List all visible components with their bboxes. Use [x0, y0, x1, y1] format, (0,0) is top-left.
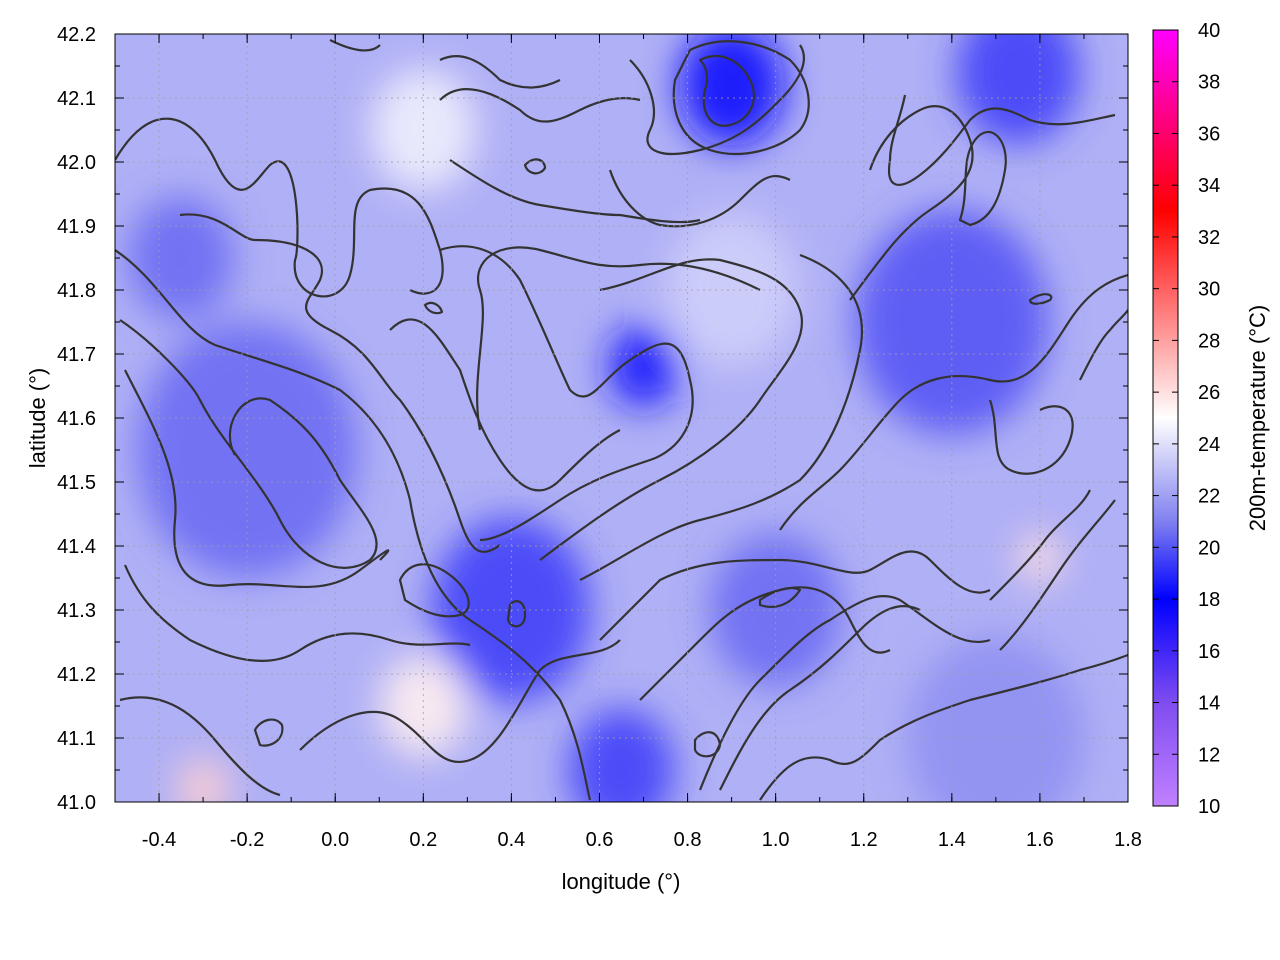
contour-line	[439, 245, 694, 542]
contour-line	[389, 318, 621, 492]
colorbar-tick-labels: 10 12 14 16 18 20 22 24 26 28 30 32 34 36 38 40	[1198, 20, 1220, 818]
colorbar-tick-label: 12	[1198, 744, 1220, 766]
contour-line	[988, 399, 1074, 475]
contour-line	[115, 249, 592, 801]
colorbar-tick-label: 28	[1198, 330, 1220, 352]
field-region	[568, 708, 675, 802]
contour-line	[779, 273, 1128, 531]
y-tick-label: 41.4	[57, 536, 96, 558]
y-tick-labels: 41.0 41.1 41.2 41.3 41.4 41.5 41.6 41.7 41.8 41.9…	[57, 24, 96, 814]
y-tick-label: 41.9	[57, 216, 96, 238]
contour-line	[599, 550, 991, 641]
field-region	[128, 196, 234, 320]
y-tick-label: 41.5	[57, 472, 96, 494]
y-tick-label: 42.2	[57, 24, 96, 46]
contour-line	[758, 586, 802, 608]
y-tick-label: 41.0	[57, 792, 96, 814]
colorbar-tick-label: 10	[1198, 796, 1220, 818]
y-tick-label: 41.7	[57, 344, 96, 366]
colorbar-tick-label: 16	[1198, 641, 1220, 663]
field-region	[608, 325, 679, 408]
field-region	[665, 213, 798, 367]
contour-line	[439, 88, 641, 123]
terrain-contours	[115, 39, 1128, 801]
contour-line	[299, 639, 621, 763]
colorbar-tick-label: 24	[1198, 434, 1220, 456]
contour-line	[115, 117, 444, 298]
contour-line	[579, 253, 863, 581]
colorbar-tick-label: 22	[1198, 486, 1220, 508]
contour-line	[119, 696, 281, 797]
colorbar-tick-label: 20	[1198, 537, 1220, 559]
colorbar	[1152, 29, 1179, 807]
y-tick-label: 41.6	[57, 408, 96, 430]
contour-line	[423, 301, 444, 315]
x-tick-labels: -0.4 -0.2 0.0 0.2 0.4 0.6 0.8 1.0 1.2 1.4 1.6 1.8	[142, 829, 1142, 851]
colorbar-ticks	[1153, 29, 1178, 807]
x-tick-label: 0.0	[321, 829, 349, 851]
colorbar-tick-label: 38	[1198, 72, 1220, 94]
y-tick-label: 42.0	[57, 152, 96, 174]
colorbar-tick-label: 18	[1198, 589, 1220, 611]
contour-line	[608, 169, 791, 228]
contour-line	[119, 319, 378, 569]
colorbar-tick-label: 34	[1198, 175, 1220, 197]
contour-line	[124, 369, 390, 589]
contour-line	[506, 600, 527, 628]
x-tick-label: -0.2	[230, 829, 264, 851]
colorbar-title: 200m-temperature (°C)	[1245, 305, 1270, 531]
colorbar-tick-label: 30	[1198, 279, 1220, 301]
colorbar-tick-label: 32	[1198, 227, 1220, 249]
contour-line	[698, 55, 755, 127]
y-tick-label: 41.2	[57, 664, 96, 686]
contour-line	[719, 605, 921, 791]
colorbar-tick-label: 14	[1198, 693, 1220, 715]
contour-line	[523, 158, 547, 175]
x-tick-label: 0.2	[409, 829, 437, 851]
y-tick-label: 41.8	[57, 280, 96, 302]
x-tick-label: 0.8	[674, 829, 702, 851]
x-tick-label: 1.4	[938, 829, 966, 851]
x-tick-label: 1.8	[1114, 829, 1142, 851]
y-tick-label: 41.3	[57, 600, 96, 622]
temperature-field	[115, 34, 1128, 802]
colorbar-tick-label: 40	[1198, 20, 1220, 42]
contour-line	[179, 213, 501, 553]
field-region	[678, 34, 785, 147]
contour-line	[398, 563, 470, 618]
y-axis-title: latitude (°)	[25, 368, 50, 469]
contour-line	[989, 489, 1091, 601]
contour-line	[958, 130, 1007, 227]
contour-line	[629, 44, 805, 155]
contour-line	[999, 499, 1116, 651]
x-tick-label: 1.0	[762, 829, 790, 851]
contour-line	[539, 258, 803, 561]
colorbar-tick-label: 26	[1198, 382, 1220, 404]
contour-line	[449, 159, 701, 224]
contour-line	[1079, 309, 1128, 381]
contour-line	[672, 40, 810, 156]
x-tick-label: 0.4	[497, 829, 525, 851]
axis-ticks	[114, 33, 1129, 803]
contour-line	[253, 718, 284, 747]
y-tick-label: 41.1	[57, 728, 96, 750]
x-tick-label: 1.2	[850, 829, 878, 851]
colorbar-tick-label: 36	[1198, 123, 1220, 145]
x-axis-title: longitude (°)	[562, 869, 681, 894]
field-region	[956, 34, 1080, 145]
x-tick-label: 0.6	[586, 829, 614, 851]
contour-line	[439, 55, 561, 89]
contour-line	[123, 564, 471, 662]
contour-line	[759, 653, 1128, 801]
contour-line	[887, 94, 1116, 186]
contour-line	[698, 595, 991, 791]
y-tick-label: 42.1	[57, 88, 96, 110]
contour-line	[1028, 293, 1053, 305]
field-region	[176, 758, 230, 802]
x-tick-label: -0.4	[142, 829, 176, 851]
x-tick-label: 1.6	[1026, 829, 1054, 851]
contour-line	[693, 731, 722, 758]
